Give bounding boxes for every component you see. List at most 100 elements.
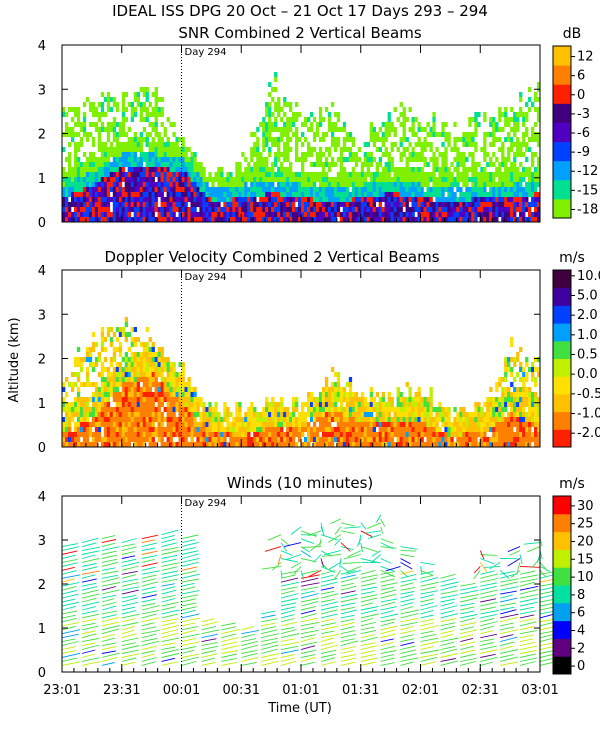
heatmap-cell [238, 167, 241, 172]
heatmap-cell [388, 197, 391, 202]
heatmap-cell [223, 212, 226, 217]
wind-barb [281, 591, 294, 594]
heatmap-cell [447, 412, 450, 417]
heatmap-cell [388, 212, 391, 217]
wind-barb [182, 591, 200, 595]
heatmap-cell [474, 192, 477, 197]
heatmap-cell [441, 432, 444, 437]
heatmap-cell [313, 402, 316, 407]
heatmap-cell [247, 212, 250, 217]
heatmap-cell [346, 427, 349, 432]
wind-barb [122, 556, 135, 559]
heatmap-cell [137, 157, 140, 162]
heatmap-cell [265, 437, 268, 442]
wind-barb [62, 606, 76, 610]
heatmap-cell [525, 147, 528, 152]
heatmap-cell [313, 192, 316, 197]
heatmap-cell [373, 437, 376, 442]
wind-barb [182, 551, 199, 555]
heatmap-cell [274, 427, 277, 432]
heatmap-cell [68, 217, 71, 222]
heatmap-cell [277, 172, 280, 177]
heatmap-cell [146, 402, 149, 407]
heatmap-cell [265, 182, 268, 187]
heatmap-cell [370, 407, 373, 412]
heatmap-cell [504, 112, 507, 117]
heatmap-cell [418, 122, 421, 127]
heatmap-cell [265, 132, 268, 137]
heatmap-cell [164, 167, 167, 172]
heatmap-cell [427, 217, 430, 222]
heatmap-cell [176, 387, 179, 392]
heatmap-cell [125, 217, 128, 222]
heatmap-cell [152, 112, 155, 117]
heatmap-cell [379, 432, 382, 437]
heatmap-cell [80, 212, 83, 217]
heatmap-cell [334, 427, 337, 432]
heatmap-cell [220, 432, 223, 437]
heatmap-cell [137, 147, 140, 152]
heatmap-cell [295, 132, 298, 137]
heatmap-cell [304, 122, 307, 127]
heatmap-cell [140, 202, 143, 207]
heatmap-cell [525, 157, 528, 162]
heatmap-cell [358, 397, 361, 402]
heatmap-cell [370, 392, 373, 397]
heatmap-cell [498, 397, 501, 402]
heatmap-cell [173, 392, 176, 397]
heatmap-cell [400, 402, 403, 407]
heatmap-cell [516, 397, 519, 402]
heatmap-cell [519, 362, 522, 367]
heatmap-cell [185, 162, 188, 167]
heatmap-cell [140, 377, 143, 382]
heatmap-cell [391, 187, 394, 192]
heatmap-cell [400, 122, 403, 127]
wind-barb [82, 619, 97, 622]
heatmap-cell [528, 367, 531, 372]
heatmap-cell [98, 172, 101, 177]
heatmap-cell [211, 182, 214, 187]
heatmap-cell [498, 182, 501, 187]
heatmap-cell [164, 427, 167, 432]
heatmap-cell [217, 212, 220, 217]
heatmap-cell [346, 192, 349, 197]
heatmap-cell [322, 202, 325, 207]
heatmap-cell [191, 392, 194, 397]
heatmap-cell [152, 212, 155, 217]
heatmap-cell [107, 202, 110, 207]
heatmap-cell [199, 207, 202, 212]
heatmap-cell [480, 437, 483, 442]
heatmap-cell [131, 417, 134, 422]
y-tick-label: 3 [38, 83, 46, 98]
heatmap-cell [161, 357, 164, 362]
heatmap-cell [465, 207, 468, 212]
heatmap-cell [191, 387, 194, 392]
heatmap-cell [235, 197, 238, 202]
heatmap-cell [358, 427, 361, 432]
heatmap-cell [155, 207, 158, 212]
heatmap-cell [116, 427, 119, 432]
heatmap-cell [104, 427, 107, 432]
heatmap-cell [164, 197, 167, 202]
heatmap-cell [86, 382, 89, 387]
wind-barb [162, 614, 178, 618]
heatmap-cell [358, 207, 361, 212]
heatmap-cell [379, 172, 382, 177]
heatmap-cell [283, 182, 286, 187]
heatmap-cell [226, 427, 229, 432]
heatmap-cell [271, 167, 274, 172]
heatmap-cell [113, 202, 116, 207]
heatmap-cell [367, 162, 370, 167]
heatmap-cell [328, 212, 331, 217]
heatmap-cell [331, 367, 334, 372]
heatmap-cell [325, 212, 328, 217]
heatmap-cell [158, 182, 161, 187]
heatmap-cell [438, 192, 441, 197]
heatmap-cell [364, 407, 367, 412]
heatmap-cell [325, 187, 328, 192]
heatmap-cell [522, 167, 525, 172]
heatmap-cell [271, 402, 274, 407]
heatmap-cell [441, 127, 444, 132]
heatmap-cell [265, 192, 268, 197]
heatmap-cell [238, 422, 241, 427]
